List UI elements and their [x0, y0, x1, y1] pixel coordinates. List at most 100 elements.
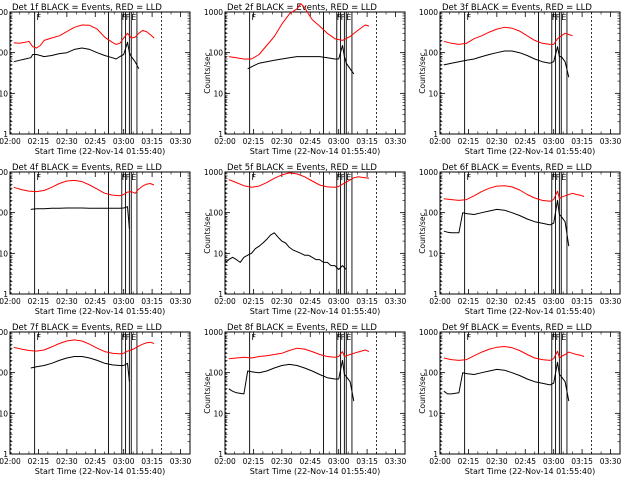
chart-title: Det 9f BLACK = Events, RED = LLD [442, 323, 592, 333]
chart-panel-8: Det 8f BLACK = Events, RED = LLD Counts/s… [203, 323, 407, 476]
x-tick-label: 02:45 [299, 457, 321, 466]
x-tick-label: 03:30 [600, 297, 622, 306]
x-tick-label: 03:15 [141, 457, 163, 466]
y-tick-label: 10 [0, 249, 8, 258]
chart-panel-9: Det 9f BLACK = Events, RED = LLD Counts/s… [418, 323, 622, 476]
x-tick-label: 02:30 [486, 297, 508, 306]
x-tick-label: 03:00 [543, 137, 565, 146]
x-tick-label: 02:15 [243, 297, 265, 306]
x-tick-label: 02:45 [84, 457, 106, 466]
x-tick-label: 02:45 [514, 457, 536, 466]
y-axis-label: Counts/sec [418, 212, 427, 253]
lld-series-line [228, 347, 370, 360]
events-series-line [13, 41, 140, 70]
x-tick-label: 02:00 [0, 137, 21, 146]
event-marker-label: E [561, 13, 566, 22]
y-tick-label: 100 [424, 369, 439, 378]
y-tick-label: 1 [218, 450, 223, 459]
event-marker-label: F [37, 333, 42, 342]
x-tick-label: 02:45 [514, 297, 536, 306]
x-tick-label: 02:30 [271, 297, 293, 306]
y-tick-label: 100 [209, 209, 224, 218]
chart-title: Det 1f BLACK = Events, RED = LLD [12, 3, 162, 13]
event-marker-label: E [346, 333, 351, 342]
x-axis-label: Start Time (22-Nov-14 01:55:40) [465, 147, 595, 156]
x-axis-label: Start Time (22-Nov-14 01:55:40) [250, 307, 380, 316]
y-tick-label: 1 [433, 130, 438, 139]
y-tick-label: 10 [0, 409, 8, 418]
x-tick-label: 03:30 [170, 297, 192, 306]
y-axis-label: Counts/sec [203, 372, 212, 413]
events-series-line [228, 359, 355, 402]
x-tick-label: 03:30 [600, 457, 622, 466]
plot-frame [224, 11, 406, 135]
event-marker-label: F [122, 173, 127, 182]
x-tick-label: 02:30 [56, 297, 78, 306]
event-marker-label: F [552, 333, 557, 342]
lld-series-line [228, 3, 370, 60]
y-tick-label: 1 [3, 450, 8, 459]
x-tick-label: 02:30 [271, 137, 293, 146]
x-tick-label: 03:15 [356, 137, 378, 146]
x-tick-label: 02:30 [486, 137, 508, 146]
x-tick-label: 02:45 [299, 137, 321, 146]
y-tick-label: 1000 [204, 8, 223, 17]
x-tick-label: 03:30 [600, 137, 622, 146]
event-marker-label: F [126, 173, 131, 182]
x-tick-label: 02:15 [243, 137, 265, 146]
x-tick-label: 02:30 [486, 457, 508, 466]
y-tick-label: 1000 [204, 168, 223, 177]
lld-series-line [13, 339, 155, 355]
event-marker-label: F [341, 13, 346, 22]
event-marker-label: F [341, 173, 346, 182]
event-marker-label: E [561, 333, 566, 342]
x-tick-label: 02:15 [458, 457, 480, 466]
events-series-line [247, 45, 355, 75]
x-tick-label: 02:30 [56, 137, 78, 146]
event-marker-label: F [122, 333, 127, 342]
x-tick-label: 03:15 [571, 297, 593, 306]
event-marker-label: F [552, 13, 557, 22]
chart-panel-2: Det 2f BLACK = Events, RED = LLD Counts/s… [203, 3, 407, 156]
x-tick-label: 03:15 [356, 297, 378, 306]
y-tick-label: 1 [433, 290, 438, 299]
y-tick-label: 10 [213, 409, 223, 418]
x-tick-label: 03:00 [543, 457, 565, 466]
event-marker-label: F [337, 333, 342, 342]
x-tick-label: 02:30 [56, 457, 78, 466]
x-tick-label: 03:00 [328, 457, 350, 466]
chart-panel-1: Det 1f BLACK = Events, RED = LLDCounts/s… [0, 3, 192, 156]
chart-title: Det 5f BLACK = Events, RED = LLD [227, 163, 377, 173]
y-tick-label: 100 [0, 209, 8, 218]
events-series-line [30, 356, 130, 382]
chart-panel-3: Det 3f BLACK = Events, RED = LLD Counts/s… [418, 3, 622, 156]
events-series-line [443, 46, 570, 78]
x-tick-label: 02:45 [299, 297, 321, 306]
chart-title: Det 2f BLACK = Events, RED = LLD [227, 3, 377, 13]
event-marker-label: E [346, 173, 351, 182]
events-series-line [30, 206, 130, 229]
y-tick-label: 10 [428, 249, 438, 258]
x-tick-label: 02:15 [28, 137, 50, 146]
event-marker-label: F [37, 13, 42, 22]
x-tick-label: 02:15 [28, 457, 50, 466]
x-tick-label: 03:30 [385, 457, 407, 466]
chart-title: Det 3f BLACK = Events, RED = LLD [442, 3, 592, 13]
event-marker-label: F [341, 333, 346, 342]
x-tick-label: 02:00 [214, 137, 236, 146]
y-tick-label: 1000 [0, 168, 8, 177]
event-marker-label: F [556, 13, 561, 22]
y-tick-label: 100 [0, 49, 8, 58]
y-tick-label: 100 [424, 49, 439, 58]
x-axis-label: Start Time (22-Nov-14 01:55:40) [35, 307, 165, 316]
event-marker-label: F [337, 173, 342, 182]
y-tick-label: 1 [218, 290, 223, 299]
x-tick-label: 03:00 [328, 137, 350, 146]
x-tick-label: 03:00 [328, 297, 350, 306]
y-tick-label: 100 [0, 369, 8, 378]
x-tick-label: 02:15 [458, 137, 480, 146]
x-tick-label: 02:00 [429, 457, 451, 466]
event-marker-label: F [337, 13, 342, 22]
lld-series-line [13, 179, 155, 197]
event-marker-label: F [467, 333, 472, 342]
